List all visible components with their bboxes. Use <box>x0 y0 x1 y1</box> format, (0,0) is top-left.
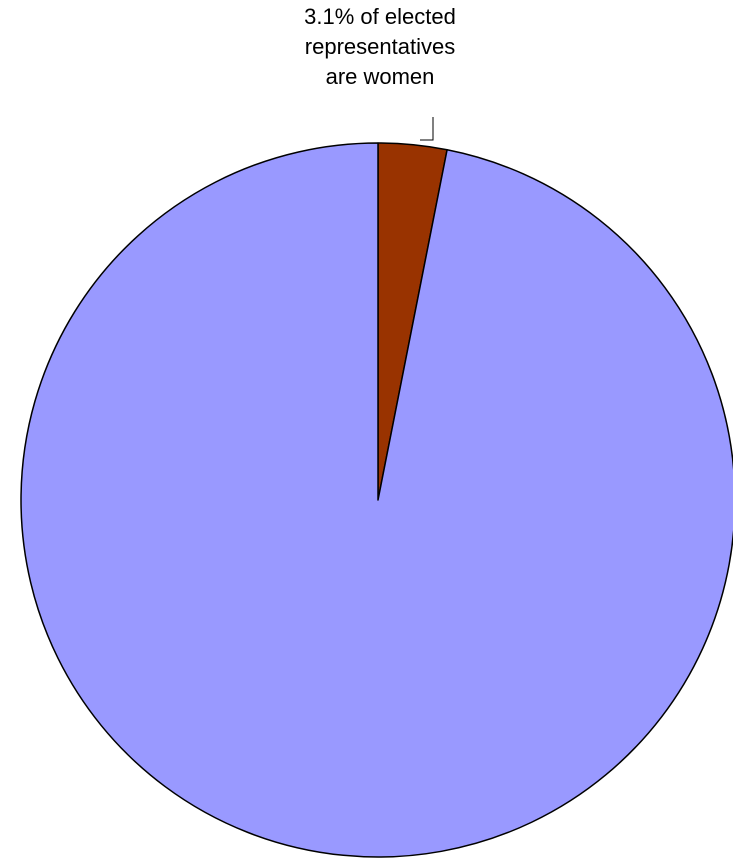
annotation-leader-line <box>420 117 434 141</box>
pie-slice-1 <box>20 142 733 858</box>
slice-annotation: 3.1% of elected representatives are wome… <box>300 2 460 92</box>
annotation-line-2: representatives <box>304 34 456 59</box>
annotation-line-1: 3.1% of elected <box>304 4 456 29</box>
annotation-line-3: are women <box>325 64 435 89</box>
pie-slices <box>20 142 733 858</box>
